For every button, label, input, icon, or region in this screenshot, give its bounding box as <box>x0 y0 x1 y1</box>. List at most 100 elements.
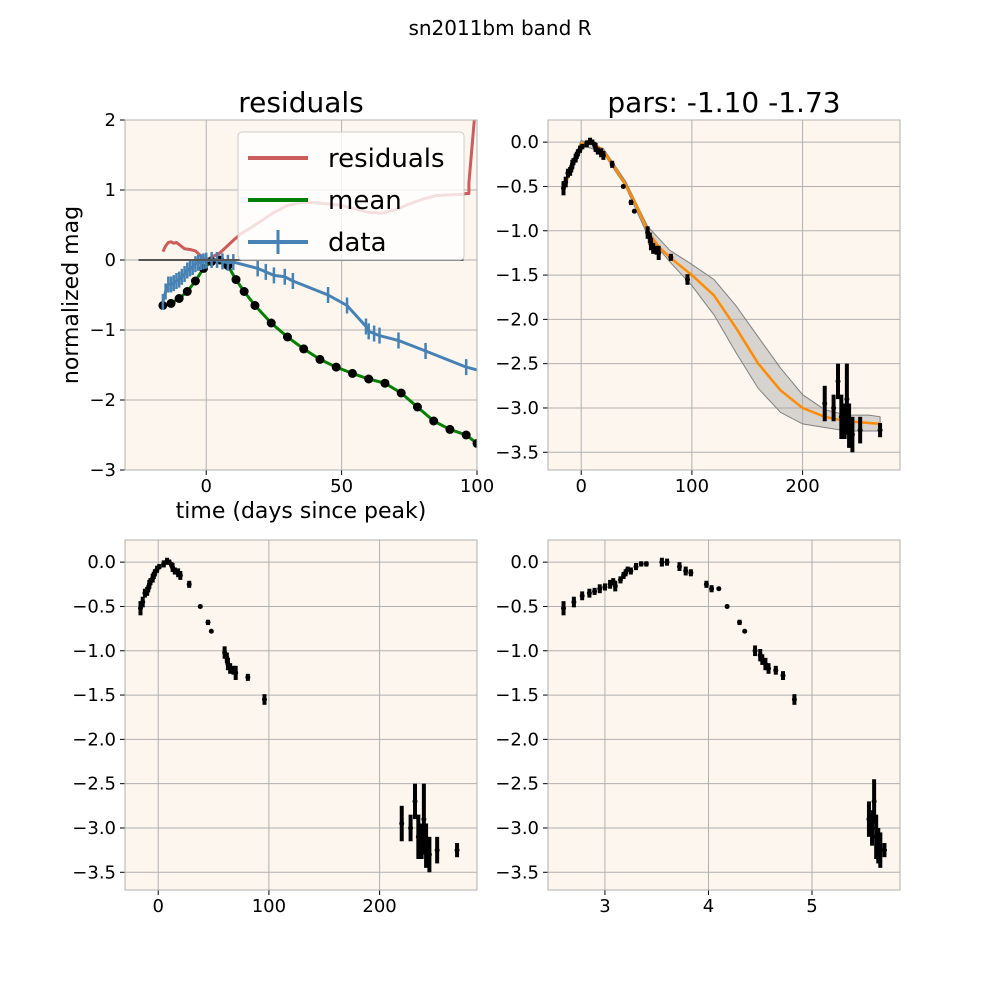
x-tick-label: 5 <box>806 896 817 917</box>
data-point <box>434 847 440 853</box>
plot-frame <box>124 539 478 891</box>
figure-title: sn2011bm band R <box>408 16 592 40</box>
data-point <box>426 852 432 858</box>
data-point <box>737 619 743 625</box>
y-tick-label: −1.0 <box>72 641 116 662</box>
data-point <box>656 250 662 256</box>
y-tick-label: 0 <box>105 250 116 271</box>
x-tick-label: 0 <box>201 476 212 497</box>
mean-marker <box>347 368 357 378</box>
data-point <box>643 561 649 567</box>
plot-background <box>548 540 900 890</box>
data-point <box>177 572 183 578</box>
data-point <box>752 648 758 654</box>
data-point <box>186 581 192 587</box>
data-point <box>871 798 877 804</box>
data-point <box>633 564 639 570</box>
data-point <box>684 276 690 282</box>
model-curve <box>562 140 881 426</box>
data-point <box>421 816 427 822</box>
data-point <box>628 568 634 574</box>
data-point <box>197 603 203 609</box>
data-point <box>881 847 887 853</box>
data-point <box>597 586 603 592</box>
y-tick-label: −2 <box>89 390 116 411</box>
data-point <box>140 599 146 605</box>
y-tick-label: −1.5 <box>495 265 539 286</box>
data-point <box>631 208 637 214</box>
data-point <box>579 593 585 599</box>
legend-label-mean: mean <box>328 186 402 216</box>
data-point <box>780 673 786 679</box>
data-point <box>161 561 167 567</box>
y-tick-label: −2.5 <box>72 774 116 795</box>
data-point <box>156 564 162 570</box>
data-point <box>877 427 883 433</box>
data-point <box>869 825 875 831</box>
data-point <box>245 674 251 680</box>
data-point <box>454 847 460 853</box>
y-tick-label: −3.5 <box>495 862 539 883</box>
y-tick-label: −2.5 <box>495 354 539 375</box>
data-point <box>408 825 414 831</box>
data-point <box>831 405 837 411</box>
data-point <box>399 821 405 827</box>
y-tick-label: −3 <box>89 460 116 481</box>
data-point <box>561 605 567 611</box>
data-point <box>664 559 670 565</box>
data-point <box>571 599 577 605</box>
data-point <box>709 586 715 592</box>
data-point <box>579 144 585 150</box>
data-point <box>261 696 267 702</box>
mean-marker <box>250 301 260 310</box>
y-tick-label: −3.5 <box>72 862 116 883</box>
y-tick-label: 0.0 <box>510 552 539 573</box>
panel-title: residuals <box>238 86 364 119</box>
data-point <box>676 564 682 570</box>
x-tick-label: 4 <box>703 896 714 917</box>
legend-box <box>237 131 465 261</box>
data-point <box>838 414 844 420</box>
mean-marker <box>331 362 341 372</box>
mean-marker <box>412 402 422 412</box>
y-tick-label: −3.5 <box>495 442 539 463</box>
mean-marker <box>182 287 192 296</box>
legend: residuals mean data <box>237 131 465 261</box>
mean-marker <box>396 388 406 398</box>
data-point <box>412 798 418 804</box>
y-tick-label: 0.0 <box>510 132 539 153</box>
panel-1: 0 50 100 2 1 0 −1 −2 −3 residuals time (days since… <box>59 86 494 524</box>
mean-marker <box>461 430 471 440</box>
mean-marker <box>429 416 439 426</box>
y-tick-label: −0.5 <box>495 176 539 197</box>
y-tick-label: −2.0 <box>72 729 116 750</box>
data-point <box>600 152 606 158</box>
data-point <box>688 570 694 576</box>
plot-area <box>561 557 887 868</box>
x-tick-label: 0 <box>575 476 586 497</box>
y-tick-label: −0.5 <box>495 596 539 617</box>
mean-marker <box>380 378 390 388</box>
x-tick-label: 100 <box>252 896 286 917</box>
data-point <box>716 586 722 592</box>
plot-frame <box>547 119 901 471</box>
y-tick-label: −1.5 <box>72 685 116 706</box>
x-tick-label: 100 <box>460 476 494 497</box>
data-point <box>724 603 730 609</box>
mean-marker <box>282 332 292 342</box>
mean-marker <box>239 287 249 296</box>
data-point <box>857 427 863 433</box>
mean-marker <box>315 354 325 364</box>
mean-marker <box>166 298 176 308</box>
x-tick-label: 50 <box>330 476 353 497</box>
y-tick-label: −3.0 <box>72 818 116 839</box>
data-point <box>628 199 634 205</box>
data-point <box>415 834 421 840</box>
panel-3: 0 100 200 0.0 −0.5 −1.0 −1.5 −2.0 −2.5 −3.0 −3.5 <box>72 539 478 917</box>
data-point <box>668 254 674 260</box>
mean-marker <box>190 276 200 286</box>
data-point <box>846 423 852 429</box>
mean-marker <box>299 344 309 354</box>
data-point <box>586 590 592 596</box>
